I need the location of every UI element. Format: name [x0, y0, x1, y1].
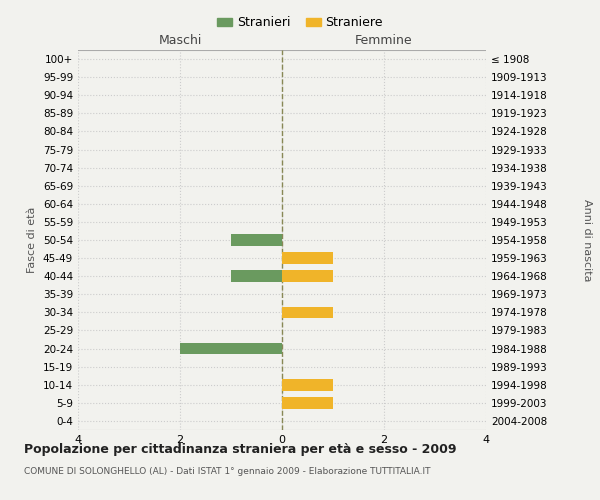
Text: COMUNE DI SOLONGHELLO (AL) - Dati ISTAT 1° gennaio 2009 - Elaborazione TUTTITALI: COMUNE DI SOLONGHELLO (AL) - Dati ISTAT … [24, 468, 431, 476]
Bar [180, 342, 282, 354]
Text: Popolazione per cittadinanza straniera per età e sesso - 2009: Popolazione per cittadinanza straniera p… [24, 442, 457, 456]
Text: Maschi: Maschi [158, 34, 202, 48]
Bar [282, 252, 333, 264]
Bar [231, 270, 282, 282]
Bar [282, 397, 333, 408]
Y-axis label: Fasce di età: Fasce di età [28, 207, 37, 273]
Y-axis label: Anni di nascita: Anni di nascita [581, 198, 592, 281]
Bar [231, 234, 282, 246]
Text: Femmine: Femmine [355, 34, 413, 48]
Bar [282, 306, 333, 318]
Legend: Stranieri, Straniere: Stranieri, Straniere [212, 11, 388, 34]
Bar [282, 270, 333, 282]
Bar [282, 379, 333, 390]
